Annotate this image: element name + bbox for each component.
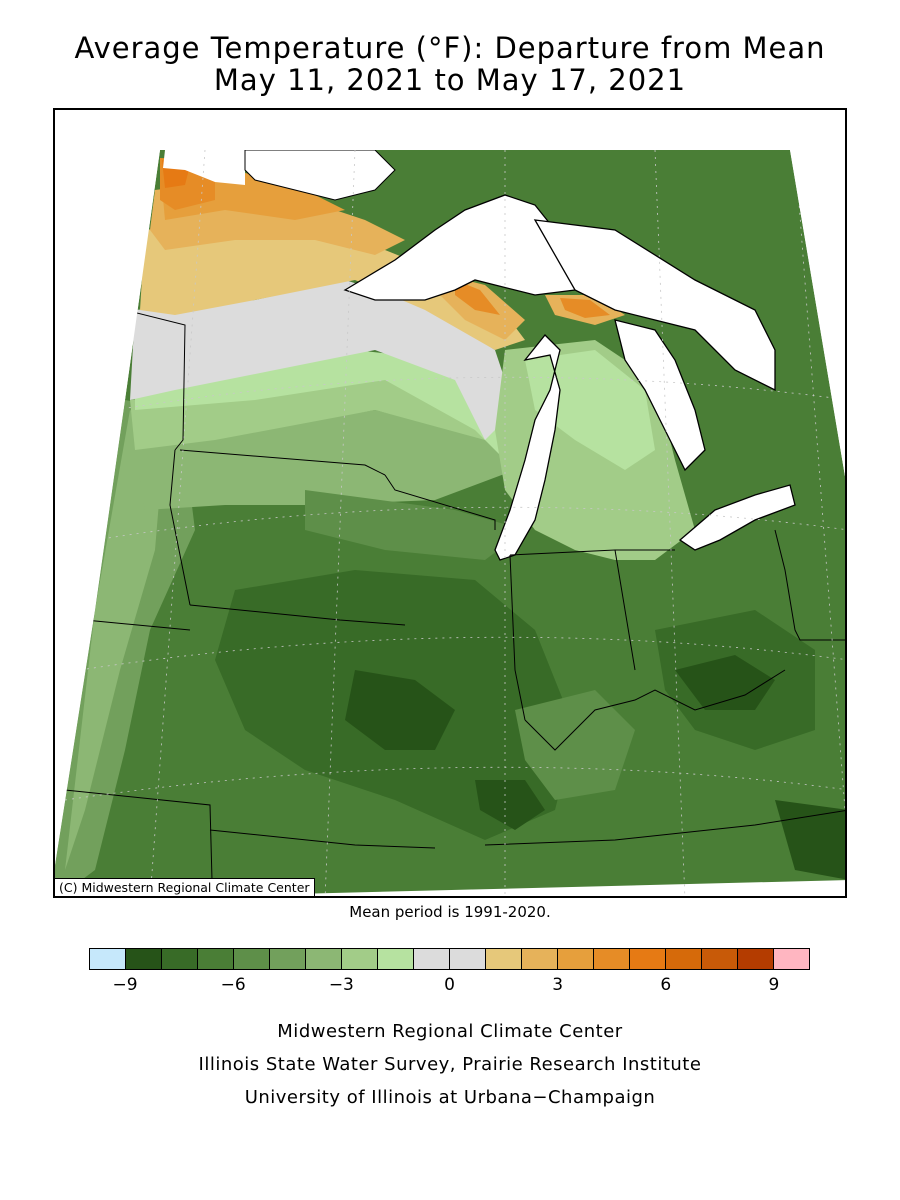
legend-swatch bbox=[594, 949, 630, 969]
canada-north bbox=[533, 219, 776, 392]
legend-tick-label: 6 bbox=[660, 975, 672, 995]
legend-swatch bbox=[630, 949, 666, 969]
color-legend bbox=[89, 948, 810, 970]
dark-core-3 bbox=[475, 780, 545, 830]
credit-line-1: Midwestern Regional Climate Center bbox=[277, 1021, 623, 1042]
lake-michigan bbox=[494, 334, 561, 561]
legend-swatch bbox=[342, 949, 378, 969]
legend-swatch bbox=[486, 949, 522, 969]
credit-line-2: Illinois State Water Survey, Prairie Res… bbox=[198, 1054, 702, 1075]
dark-oh-core bbox=[675, 655, 775, 710]
lighter-in bbox=[515, 690, 635, 800]
legend-swatch bbox=[162, 949, 198, 969]
west-lighter-band bbox=[65, 410, 165, 870]
legend-tick-label: 9 bbox=[768, 975, 780, 995]
map-title: Average Temperature (°F): Departure from… bbox=[74, 31, 826, 65]
light-north-il bbox=[305, 490, 525, 560]
dark-core-2 bbox=[345, 670, 455, 750]
legend-tick-label: −9 bbox=[112, 975, 138, 995]
credit-line-3: University of Illinois at Urbana−Champai… bbox=[244, 1087, 656, 1108]
mean-period-note: Mean period is 1991-2020. bbox=[349, 903, 551, 921]
legend-swatch bbox=[198, 949, 234, 969]
legend-swatch bbox=[738, 949, 774, 969]
graticule bbox=[64, 149, 845, 896]
map-date-range: May 11, 2021 to May 17, 2021 bbox=[213, 63, 687, 97]
legend-swatch bbox=[522, 949, 558, 969]
copyright-label: (C) Midwestern Regional Climate Center bbox=[55, 878, 315, 896]
legend-swatch bbox=[90, 949, 126, 969]
outside-domain-left bbox=[55, 110, 160, 865]
legend-swatch bbox=[450, 949, 486, 969]
legend-swatch bbox=[666, 949, 702, 969]
legend-tick-label: −3 bbox=[328, 975, 354, 995]
warm-ne-2 bbox=[560, 298, 610, 318]
lake-huron bbox=[614, 319, 706, 472]
outside-domain-top bbox=[55, 110, 845, 150]
legend-swatch bbox=[126, 949, 162, 969]
legend-tick-label: −6 bbox=[220, 975, 246, 995]
legend-swatch bbox=[774, 949, 809, 969]
canada-west-top bbox=[163, 150, 245, 185]
legend-swatch bbox=[306, 949, 342, 969]
legend-tick-label: 0 bbox=[444, 975, 455, 995]
band-neutral bbox=[130, 280, 515, 440]
legend-swatch bbox=[378, 949, 414, 969]
legend-tick-label: 3 bbox=[552, 975, 564, 995]
legend-swatch bbox=[558, 949, 594, 969]
dark-se bbox=[775, 800, 845, 880]
temperature-departure-map: (C) Midwestern Regional Climate Center bbox=[53, 108, 847, 898]
outside-domain-right bbox=[790, 110, 845, 477]
legend-swatch bbox=[234, 949, 270, 969]
map-canvas bbox=[55, 110, 845, 896]
ontario-shore bbox=[244, 149, 396, 201]
state-boundaries bbox=[64, 309, 845, 881]
warm-up-2 bbox=[455, 280, 500, 315]
legend-swatch bbox=[270, 949, 306, 969]
legend-swatch bbox=[702, 949, 738, 969]
warm-band-1 bbox=[140, 220, 525, 350]
legend-swatch bbox=[414, 949, 450, 969]
